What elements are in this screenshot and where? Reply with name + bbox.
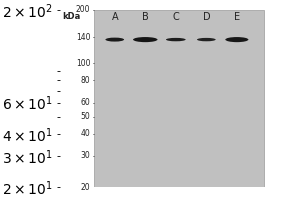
Text: kDa: kDa bbox=[62, 12, 80, 21]
Text: 60: 60 bbox=[81, 98, 90, 107]
Text: 30: 30 bbox=[81, 151, 90, 160]
Text: 200: 200 bbox=[76, 5, 90, 14]
Text: B: B bbox=[142, 12, 149, 22]
Ellipse shape bbox=[225, 37, 248, 42]
Ellipse shape bbox=[105, 38, 124, 42]
Text: 50: 50 bbox=[81, 112, 90, 121]
Text: E: E bbox=[234, 12, 240, 22]
Text: 140: 140 bbox=[76, 33, 90, 42]
Text: A: A bbox=[111, 12, 118, 22]
Text: 100: 100 bbox=[76, 59, 90, 68]
Text: 40: 40 bbox=[81, 129, 90, 138]
Text: 80: 80 bbox=[81, 76, 90, 85]
Ellipse shape bbox=[133, 37, 158, 42]
Bar bbox=[94, 10, 264, 187]
Ellipse shape bbox=[197, 38, 216, 41]
Ellipse shape bbox=[166, 38, 186, 41]
Text: D: D bbox=[202, 12, 210, 22]
Text: 20: 20 bbox=[81, 183, 90, 192]
Text: C: C bbox=[172, 12, 179, 22]
